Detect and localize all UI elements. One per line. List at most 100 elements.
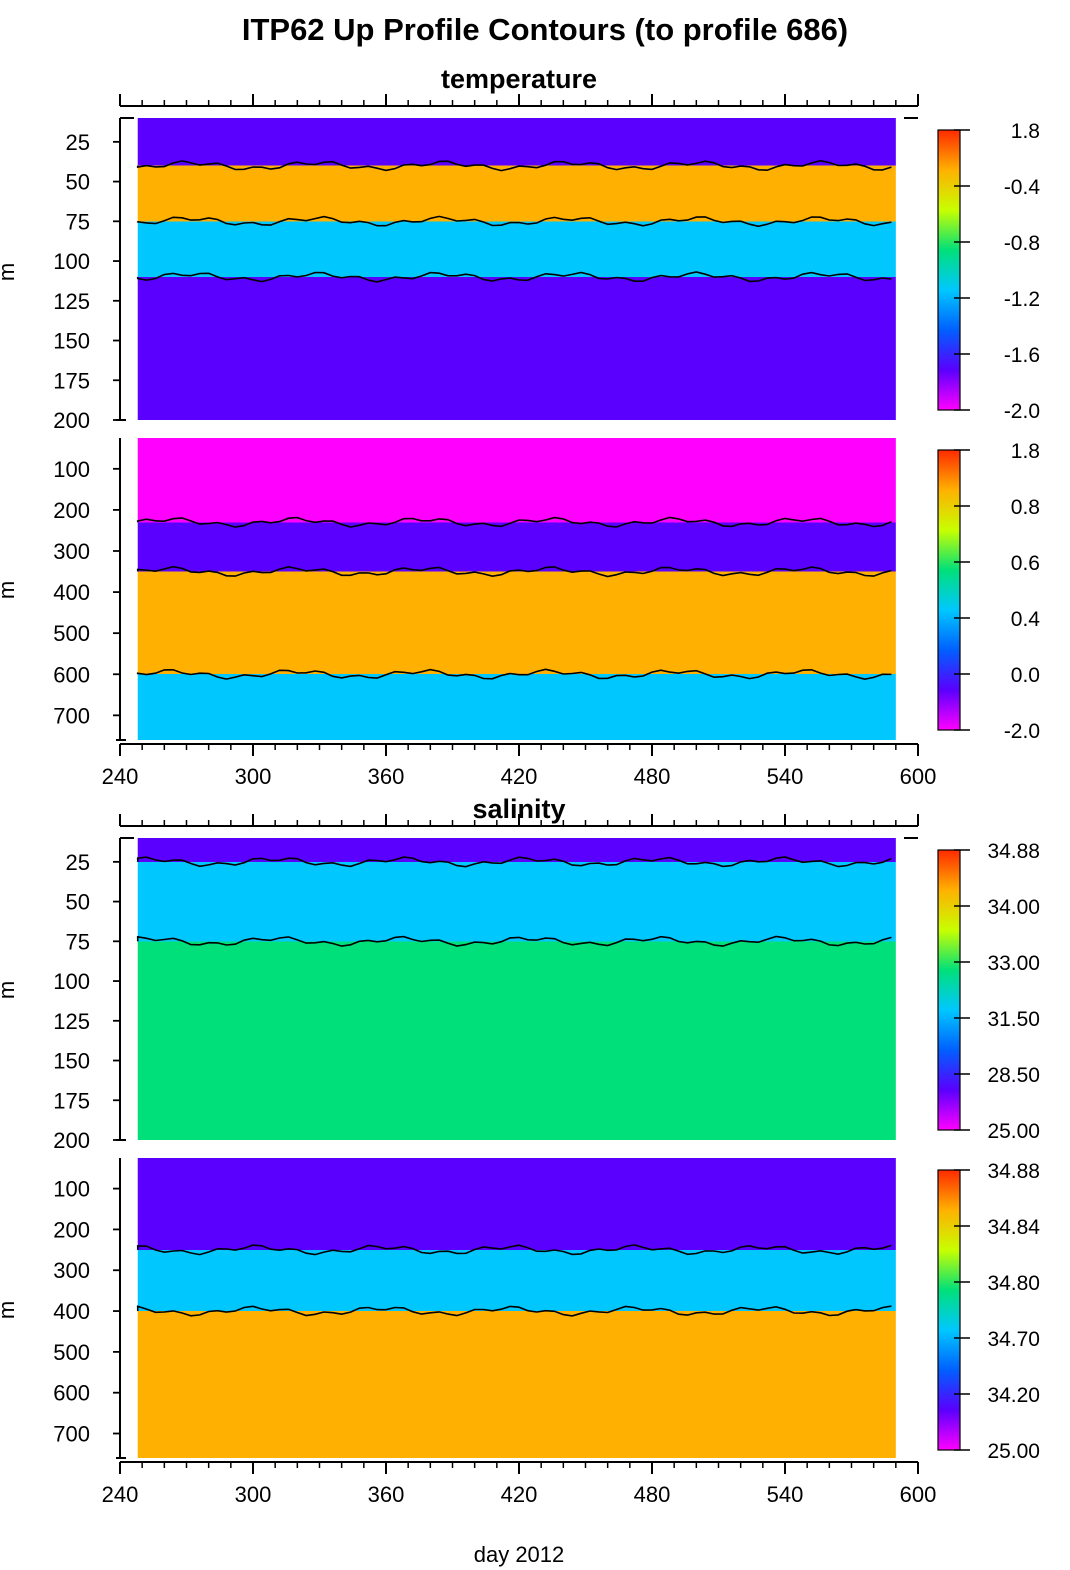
y-tick-label: 100 bbox=[53, 249, 90, 274]
x-tick-label: 600 bbox=[900, 1482, 937, 1507]
y-tick-label: 150 bbox=[53, 329, 90, 354]
y-tick-label: 75 bbox=[66, 209, 90, 234]
y-tick-label: 25 bbox=[66, 130, 90, 155]
panel-3: 100 200 300 400 500 600 700 240 300 360 420 480 540 6… bbox=[53, 1158, 1040, 1507]
y-tick-label: 700 bbox=[53, 1422, 90, 1447]
contour-line bbox=[136, 856, 892, 868]
panel-1: 100 200 300 400 500 600 700 240 300 360 420 480 540 6… bbox=[53, 438, 1040, 789]
x-tick-label: 300 bbox=[235, 1482, 272, 1507]
y-tick-label: 500 bbox=[53, 621, 90, 646]
colorbar-label: 0.4 bbox=[1011, 608, 1041, 631]
y-tick-label: 400 bbox=[53, 580, 90, 605]
x-tick-label: 540 bbox=[767, 1482, 804, 1507]
colorbar-label: -0.4 bbox=[1004, 176, 1041, 199]
x-tick-label: 540 bbox=[767, 764, 804, 789]
colorbar-label: 34.20 bbox=[987, 1384, 1040, 1407]
y-tick-label: 100 bbox=[53, 969, 90, 994]
heatmap-field bbox=[137, 438, 896, 740]
contour-line bbox=[136, 215, 892, 228]
y-tick-label: 50 bbox=[66, 890, 90, 915]
y-axis-label-3: m bbox=[0, 981, 19, 999]
x-tick-label: 240 bbox=[102, 764, 139, 789]
colorbar bbox=[937, 849, 961, 1131]
y-tick-label: 175 bbox=[53, 368, 90, 393]
svg-text:m: m bbox=[0, 981, 19, 999]
colorbar-label: 25.00 bbox=[987, 1120, 1040, 1143]
y-tick-label: 600 bbox=[53, 662, 90, 687]
y-tick-label: 200 bbox=[53, 498, 90, 523]
colorbar-label: 25.00 bbox=[987, 1440, 1040, 1463]
colorbar-label: 34.88 bbox=[987, 840, 1040, 863]
panel-2: 25 50 75 100 125 150 175 200 34.88 34.00 33.00 31.5… bbox=[53, 814, 1040, 1153]
colorbar-label: 34.88 bbox=[987, 1160, 1040, 1183]
colorbar-label: 1.8 bbox=[1011, 440, 1040, 463]
contour-line bbox=[136, 159, 892, 172]
colorbar-label: -2.0 bbox=[1004, 400, 1040, 423]
contour-line bbox=[136, 271, 892, 283]
colorbar-label: 34.80 bbox=[987, 1272, 1040, 1295]
y-tick-label: 500 bbox=[53, 1340, 90, 1365]
colorbar-label: 34.84 bbox=[987, 1216, 1040, 1239]
colorbar-label: 0.6 bbox=[1011, 552, 1040, 575]
y-tick-label: 150 bbox=[53, 1049, 90, 1074]
x-tick-label: 300 bbox=[235, 764, 272, 789]
heatmap-field bbox=[137, 118, 896, 420]
section-title-temperature: temperature bbox=[441, 64, 597, 94]
y-axis-label-4: m bbox=[0, 1301, 19, 1319]
x-tick-label: 600 bbox=[900, 764, 937, 789]
contour-line bbox=[136, 516, 892, 528]
contour-line bbox=[136, 1244, 892, 1256]
colorbar-label: 0.8 bbox=[1011, 496, 1040, 519]
plot-panels: 25 50 75 100 125 150 175 200 1.8 -0.4 -0.8 -1.2 -1.6… bbox=[53, 94, 1040, 1507]
y-tick-label: 300 bbox=[53, 539, 90, 564]
y-tick-label: 200 bbox=[53, 408, 90, 433]
y-tick-label: 400 bbox=[53, 1299, 90, 1324]
y-tick-label: 700 bbox=[53, 703, 90, 728]
contour-line bbox=[136, 565, 892, 578]
x-tick-label: 360 bbox=[368, 1482, 405, 1507]
x-tick-label: 420 bbox=[501, 764, 538, 789]
y-tick-label: 100 bbox=[53, 1177, 90, 1202]
svg-text:m: m bbox=[0, 263, 19, 281]
y-tick-label: 50 bbox=[66, 170, 90, 195]
colorbar bbox=[937, 129, 961, 411]
y-tick-label: 600 bbox=[53, 1381, 90, 1406]
colorbar-label: -0.8 bbox=[1004, 232, 1040, 255]
x-tick-label: 420 bbox=[501, 1482, 538, 1507]
y-tick-label: 200 bbox=[53, 1217, 90, 1242]
colorbar-label: 28.50 bbox=[987, 1064, 1040, 1087]
x-tick-label: 480 bbox=[634, 764, 671, 789]
contour-line bbox=[136, 1305, 892, 1317]
y-tick-label: 175 bbox=[53, 1088, 90, 1113]
panel-0: 25 50 75 100 125 150 175 200 1.8 -0.4 -0.8 -1.2 -1.6… bbox=[53, 94, 1040, 433]
figure-title: ITP62 Up Profile Contours (to profile 68… bbox=[242, 12, 848, 47]
colorbar-label: 31.50 bbox=[987, 1008, 1040, 1031]
svg-text:m: m bbox=[0, 1301, 19, 1319]
colorbar bbox=[937, 1169, 961, 1451]
colorbar-label: -1.2 bbox=[1004, 288, 1040, 311]
contour-line bbox=[136, 668, 892, 681]
y-tick-label: 300 bbox=[53, 1258, 90, 1283]
x-tick-label: 360 bbox=[368, 764, 405, 789]
y-tick-label: 200 bbox=[53, 1128, 90, 1153]
colorbar-label: -1.6 bbox=[1004, 344, 1040, 367]
y-tick-label: 25 bbox=[66, 850, 90, 875]
colorbar-label: 33.00 bbox=[987, 952, 1040, 975]
y-tick-label: 125 bbox=[53, 289, 90, 314]
colorbar bbox=[937, 449, 961, 731]
y-tick-label: 75 bbox=[66, 929, 90, 954]
contour-line bbox=[136, 935, 892, 947]
y-axis-label-1: m bbox=[0, 263, 19, 281]
x-axis-label: day 2012 bbox=[474, 1542, 565, 1567]
x-tick-label: 480 bbox=[634, 1482, 671, 1507]
svg-text:m: m bbox=[0, 581, 19, 599]
colorbar-label: 34.00 bbox=[987, 896, 1040, 919]
y-tick-label: 125 bbox=[53, 1009, 90, 1034]
y-axis-label-2: m bbox=[0, 581, 19, 599]
heatmap-field bbox=[137, 838, 896, 1140]
colorbar-label: 0.0 bbox=[1011, 664, 1040, 687]
colorbar-label: -2.0 bbox=[1004, 720, 1040, 743]
y-tick-label: 100 bbox=[53, 457, 90, 482]
colorbar-label: 34.70 bbox=[987, 1328, 1040, 1351]
